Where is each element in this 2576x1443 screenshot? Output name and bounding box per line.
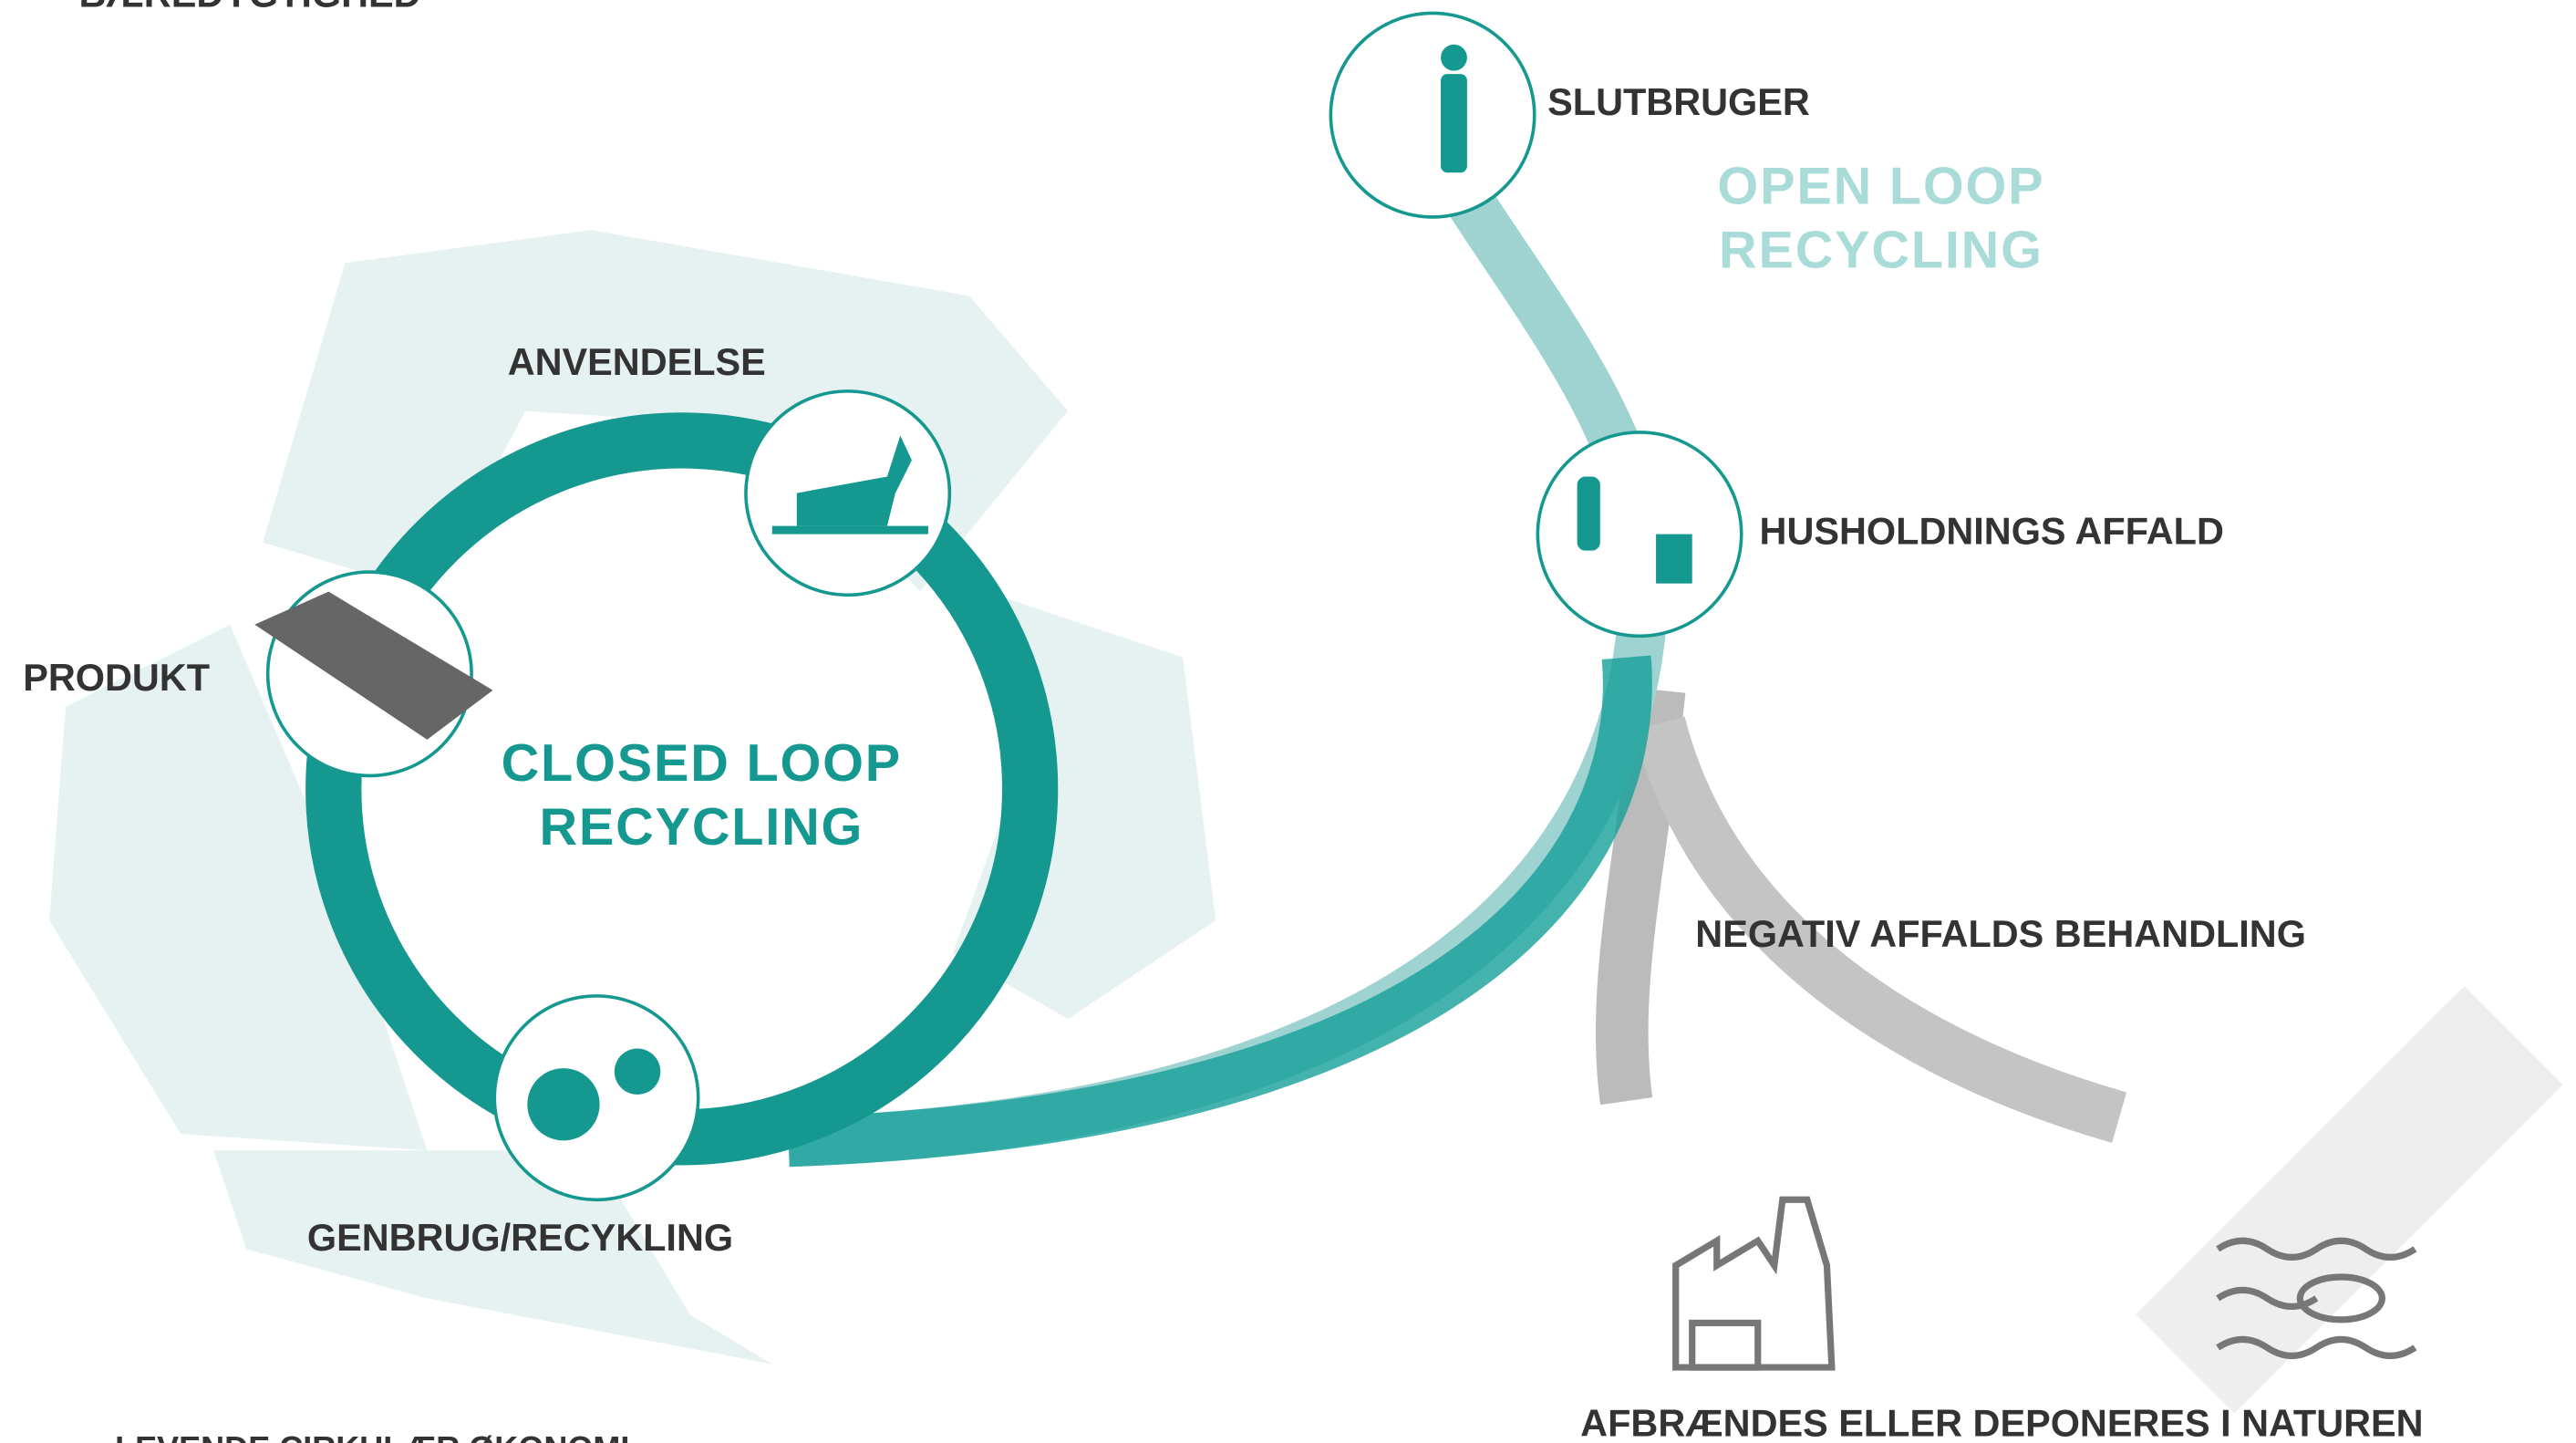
open-loop-title: RECYCLING [1719, 222, 2043, 280]
outcome-label: AFBRÆNDES ELLER DEPONERES I NATUREN [1580, 1402, 2423, 1443]
open-loop-title: OPEN LOOP [1717, 157, 2044, 215]
node-label: ANVENDELSE [508, 340, 766, 383]
page: BÆREDYGTIGHED OPEN LOOP RECYCLING CLOSED… [0, 0, 2576, 1443]
footer-text: LEVENDE CIRKULÆR ØKONOMI [115, 1429, 629, 1443]
node-label: PRODUKT [23, 656, 210, 699]
closed-loop-title: CLOSED LOOP [502, 734, 902, 793]
closed-loop-title: RECYCLING [539, 798, 864, 856]
diagram: BÆREDYGTIGHED OPEN LOOP RECYCLING CLOSED… [0, 0, 2576, 1443]
header-title: BÆREDYGTIGHED [78, 0, 420, 15]
factory-icon [1676, 1199, 1832, 1367]
negative-label: NEGATIV AFFALDS BEHANDLING [1695, 912, 2306, 955]
node-label: SLUTBRUGER [1547, 80, 1810, 123]
node-label: GENBRUG/RECYKLING [307, 1216, 733, 1259]
background-arrow [2136, 986, 2562, 1413]
node-label: HUSHOLDNINGS AFFALD [1760, 509, 2224, 552]
